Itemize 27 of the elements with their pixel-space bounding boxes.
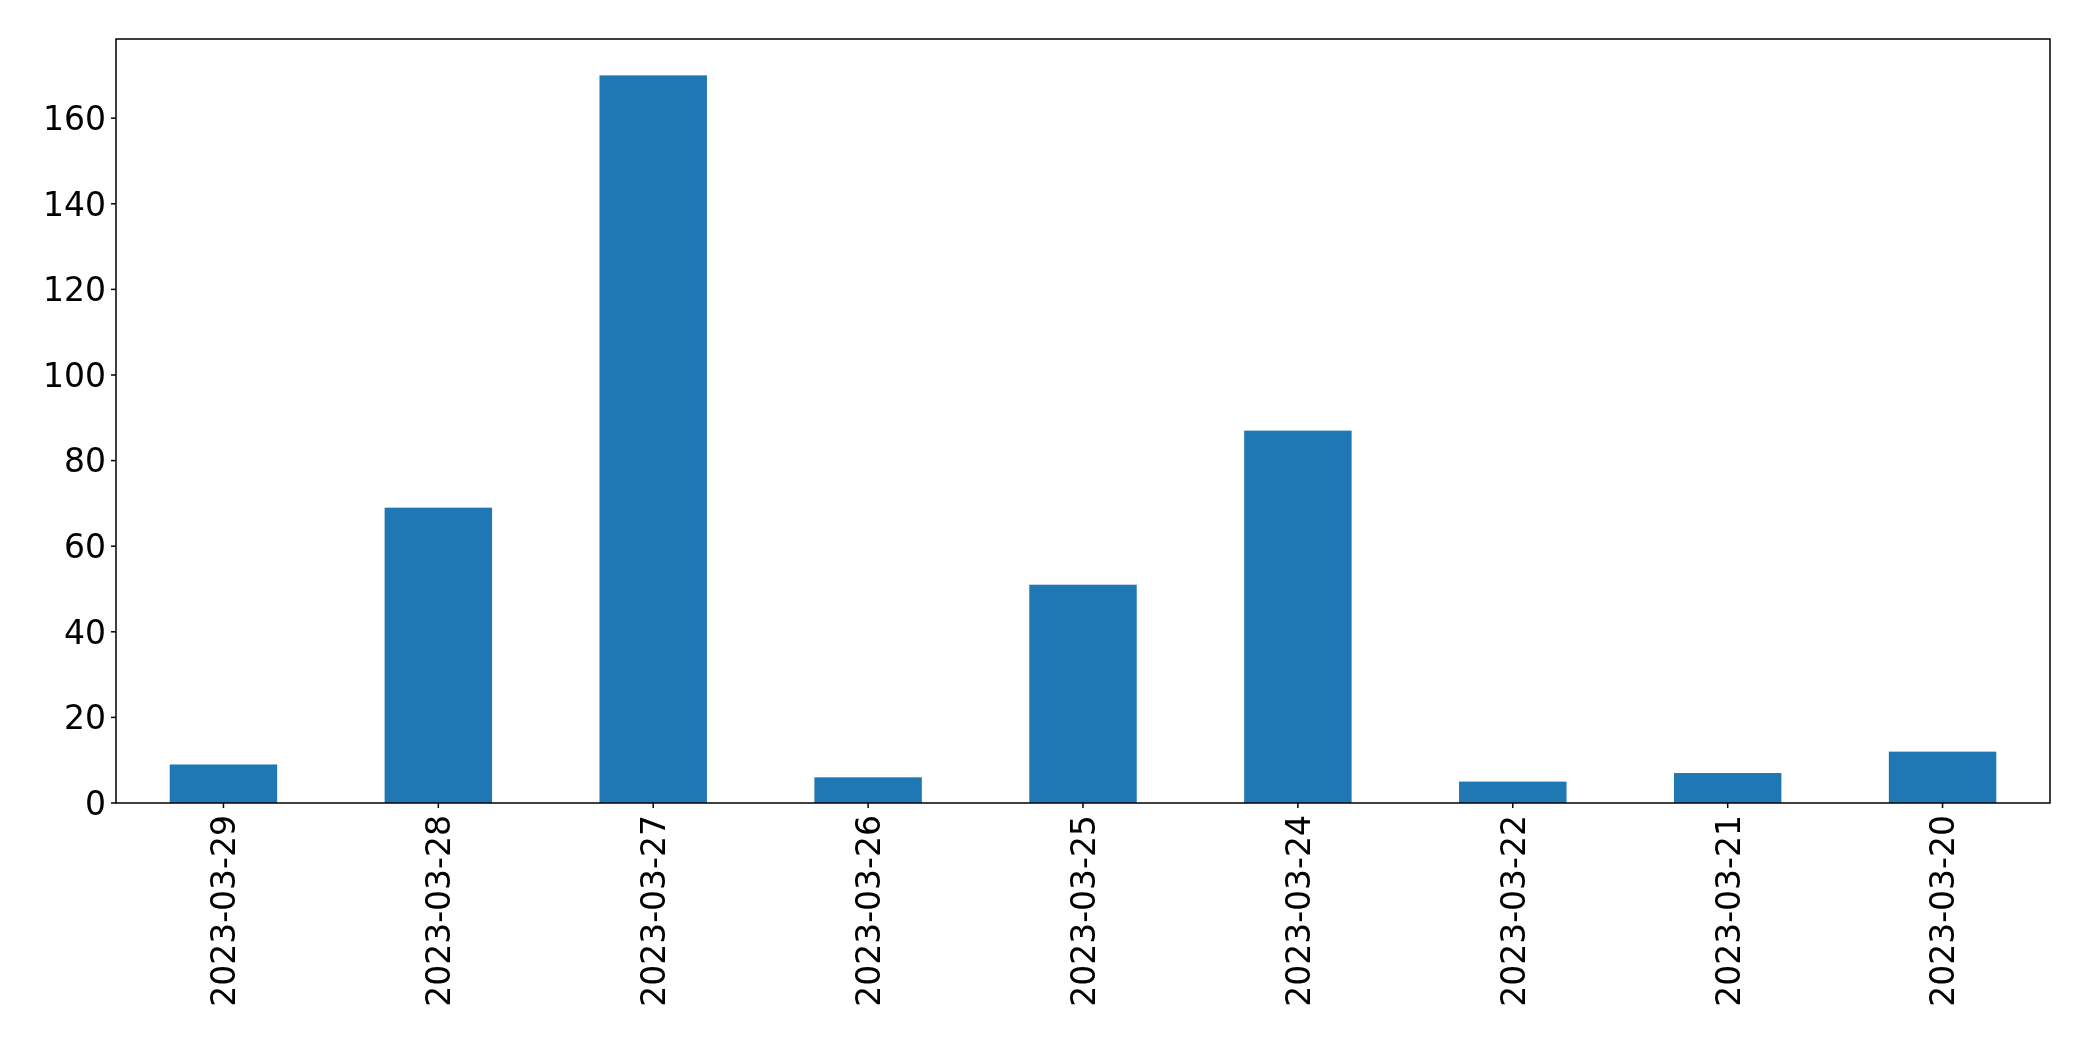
bar bbox=[1244, 430, 1352, 803]
bar bbox=[1029, 584, 1137, 803]
x-tick-label: 2023-03-21 bbox=[1708, 815, 1748, 1007]
y-tick-label: 80 bbox=[64, 441, 106, 481]
bar bbox=[1673, 773, 1782, 803]
bar bbox=[599, 75, 707, 803]
x-tick-label: 2023-03-26 bbox=[848, 815, 888, 1007]
y-tick-label: 120 bbox=[43, 270, 106, 310]
bar bbox=[384, 507, 493, 803]
x-tick-label: 2023-03-24 bbox=[1278, 815, 1318, 1007]
y-tick-label: 20 bbox=[64, 698, 106, 738]
y-tick-label: 40 bbox=[64, 612, 106, 652]
x-tick-label: 2023-03-28 bbox=[419, 815, 459, 1007]
y-tick-label: 100 bbox=[43, 355, 106, 395]
y-tick-label: 0 bbox=[85, 783, 106, 823]
bar bbox=[1888, 751, 1997, 803]
x-tick-label: 2023-03-29 bbox=[204, 815, 244, 1007]
bar bbox=[814, 777, 922, 803]
bar bbox=[1459, 781, 1567, 803]
x-tick-label: 2023-03-25 bbox=[1063, 815, 1103, 1007]
x-tick-label: 2023-03-27 bbox=[634, 815, 674, 1007]
x-tick-label: 2023-03-20 bbox=[1923, 815, 1963, 1007]
y-tick-label: 60 bbox=[64, 527, 106, 567]
x-tick-label: 2023-03-22 bbox=[1493, 815, 1533, 1007]
y-tick-label: 160 bbox=[43, 99, 106, 139]
bar bbox=[169, 764, 278, 803]
y-tick-label: 140 bbox=[43, 184, 106, 224]
